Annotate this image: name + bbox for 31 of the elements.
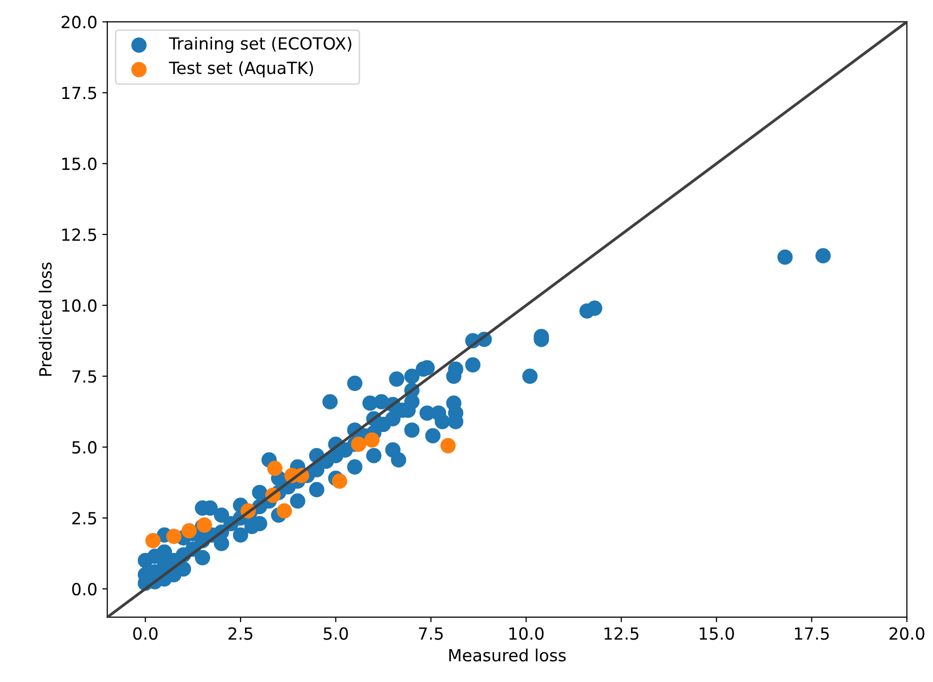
legend-label: Training set (ECOTOX) <box>168 36 352 53</box>
x-tick-label: 7.5 <box>419 627 443 640</box>
point <box>166 528 182 544</box>
x-tick-label: 15.0 <box>700 627 734 640</box>
y-tick-label: 2.5 <box>72 512 96 525</box>
y-tick-label: 0.0 <box>72 582 96 596</box>
y-tick-label: 5.0 <box>72 441 96 454</box>
y-tick-label: 7.5 <box>72 370 96 383</box>
y-tick-label: 17.5 <box>62 86 96 100</box>
x-tick-label: 17.5 <box>794 627 829 640</box>
y-tick-label: 10.0 <box>62 299 96 312</box>
point <box>332 473 348 489</box>
x-tick-label: 2.5 <box>228 627 252 640</box>
point <box>267 460 282 476</box>
point <box>440 438 456 454</box>
x-tick-label: 10.0 <box>509 627 544 640</box>
point <box>145 533 161 548</box>
x-tick-label: 20.0 <box>890 627 924 640</box>
x-tick-label: 12.5 <box>604 627 638 640</box>
point <box>364 432 380 448</box>
y-tick-label: 15.0 <box>62 158 96 170</box>
y-tick-label: 20.0 <box>62 16 96 28</box>
y-axis-title: Predicted loss <box>38 262 52 376</box>
x-axis-title: Measured loss <box>449 648 566 662</box>
point <box>276 503 292 519</box>
point <box>182 523 197 538</box>
y-tick-label: 12.5 <box>62 228 96 242</box>
x-tick-label: 0.0 <box>133 627 158 640</box>
x-tick-label: 5.0 <box>324 627 348 640</box>
point <box>350 436 366 452</box>
legend-label: Test set (AquaTK) <box>168 61 313 78</box>
